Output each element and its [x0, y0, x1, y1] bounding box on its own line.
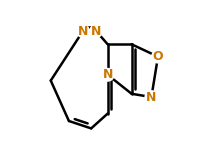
Text: O: O — [153, 50, 163, 63]
Circle shape — [145, 91, 158, 103]
Text: N: N — [91, 25, 101, 38]
Text: N: N — [102, 68, 113, 81]
Circle shape — [77, 25, 89, 37]
Circle shape — [90, 25, 102, 37]
Text: N: N — [146, 91, 157, 104]
Circle shape — [101, 68, 114, 81]
Circle shape — [152, 50, 164, 63]
Text: N: N — [78, 25, 88, 38]
